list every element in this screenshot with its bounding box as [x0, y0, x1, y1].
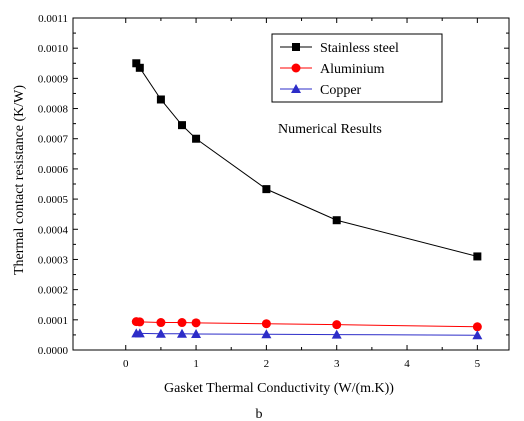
annotation-numerical-results: Numerical Results: [278, 122, 382, 137]
figure-caption: b: [256, 407, 263, 421]
data-point-aluminium: [191, 318, 201, 328]
data-point-aluminium: [332, 320, 342, 330]
x-tick-label: 0: [123, 358, 129, 370]
series-aluminium: [131, 317, 482, 332]
series-line-aluminium: [136, 321, 478, 328]
y-tick-label: 0.0007: [38, 134, 69, 146]
data-point-aluminium: [472, 322, 482, 332]
series-layer: [131, 59, 483, 340]
data-point-stainless-steel: [135, 63, 144, 72]
data-point-stainless-steel: [262, 185, 271, 194]
x-axis: 0 1 2 3 4 5: [123, 18, 481, 370]
x-tick-label: 2: [264, 358, 270, 370]
data-point-aluminium: [135, 317, 145, 327]
legend-label-aluminium: Aluminium: [320, 62, 385, 77]
legend-label-stainless-steel: Stainless steel: [320, 41, 399, 56]
legend-marker-aluminium: [291, 63, 301, 73]
data-point-copper: [155, 328, 166, 338]
data-point-copper: [134, 328, 145, 338]
series-line-copper: [136, 332, 478, 336]
y-tick-label: 0.0006: [38, 164, 69, 176]
data-point-copper: [191, 329, 202, 339]
series-copper: [131, 328, 483, 340]
y-tick-label: 0.0001: [38, 315, 68, 327]
data-point-aluminium: [177, 318, 187, 328]
y-tick-label: 0.0003: [38, 254, 69, 266]
y-tick-label: 0.0000: [38, 345, 69, 357]
legend: Stainless steel Aluminium Copper: [271, 33, 443, 103]
x-axis-title: Gasket Thermal Conductivity (W/(m.K)): [164, 381, 394, 396]
data-point-stainless-steel: [192, 134, 201, 143]
x-tick-label: 3: [334, 358, 340, 370]
data-point-copper: [261, 329, 272, 339]
y-tick-label: 0.0009: [38, 73, 69, 85]
data-point-aluminium: [156, 318, 166, 328]
data-point-aluminium: [261, 319, 271, 329]
series-stainless-steel: [132, 59, 482, 261]
y-axis-title: Thermal contact resistance (K/W): [12, 85, 27, 275]
series-line-stainless-steel: [135, 62, 478, 257]
legend-label-copper: Copper: [320, 83, 362, 98]
y-tick-label: 0.0004: [38, 224, 69, 236]
y-tick-label: 0.0011: [38, 13, 68, 25]
legend-marker-copper: [291, 84, 301, 93]
legend-marker-stainless-steel: [292, 43, 300, 51]
data-point-stainless-steel: [132, 59, 141, 68]
y-axis: 0.0000 0.0001 0.0002 0.0003 0.0004 0.0005 0.00…: [38, 13, 509, 357]
data-point-stainless-steel: [473, 252, 482, 261]
data-point-copper: [177, 328, 187, 338]
y-tick-label: 0.0002: [38, 285, 68, 297]
x-tick-label: 1: [193, 358, 199, 370]
x-tick-label: 5: [475, 358, 481, 370]
data-point-copper: [472, 330, 483, 340]
data-point-stainless-steel: [156, 95, 165, 104]
x-tick-label: 4: [404, 358, 410, 370]
y-tick-label: 0.0005: [38, 194, 69, 206]
data-point-stainless-steel: [178, 121, 186, 130]
data-point-copper: [331, 329, 342, 339]
y-tick-label: 0.0010: [38, 43, 69, 55]
y-tick-label: 0.0008: [38, 104, 69, 116]
data-point-stainless-steel: [332, 216, 341, 225]
